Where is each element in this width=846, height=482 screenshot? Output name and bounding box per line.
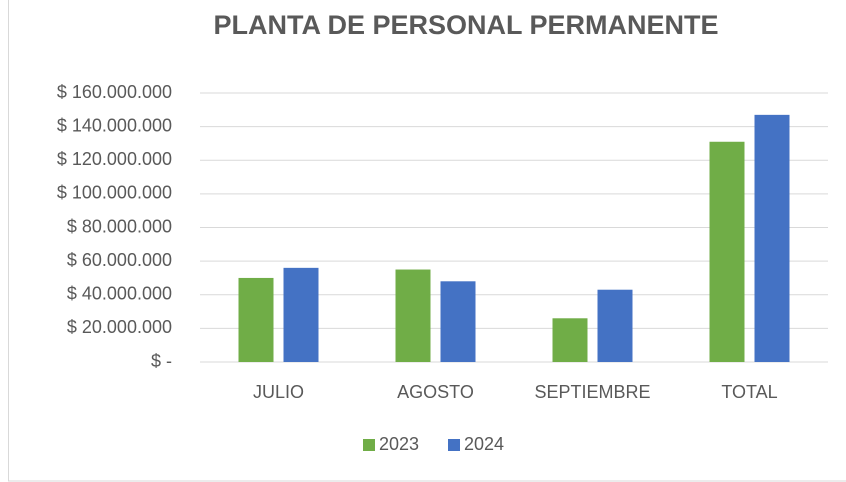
legend-label: 2024 bbox=[464, 434, 504, 454]
y-tick-label: $ 80.000.000 bbox=[67, 216, 172, 236]
bar bbox=[709, 141, 745, 362]
legend-label: 2023 bbox=[379, 434, 419, 454]
legend-swatch bbox=[363, 439, 375, 451]
y-tick-label: $ - bbox=[151, 351, 172, 371]
y-tick-label: $ 20.000.000 bbox=[67, 317, 172, 337]
y-tick-label: $ 100.000.000 bbox=[57, 183, 172, 203]
y-tick-label: $ 160.000.000 bbox=[57, 82, 172, 102]
legend-swatch bbox=[448, 439, 460, 451]
y-tick-label: $ 40.000.000 bbox=[67, 284, 172, 304]
y-tick-label: $ 60.000.000 bbox=[67, 250, 172, 270]
bar bbox=[283, 267, 319, 362]
bar bbox=[440, 281, 476, 362]
bar bbox=[754, 114, 790, 362]
bar bbox=[597, 289, 633, 362]
x-tick-label: JULIO bbox=[253, 382, 304, 402]
chart-border bbox=[8, 0, 846, 482]
bar bbox=[552, 318, 588, 362]
bar bbox=[238, 277, 274, 362]
x-tick-label: AGOSTO bbox=[397, 382, 474, 402]
bar bbox=[395, 269, 431, 362]
chart-title: PLANTA DE PERSONAL PERMANENTE bbox=[213, 10, 718, 40]
x-tick-label: TOTAL bbox=[721, 382, 777, 402]
x-tick-label: SEPTIEMBRE bbox=[534, 382, 650, 402]
y-tick-label: $ 120.000.000 bbox=[57, 149, 172, 169]
y-tick-label: $ 140.000.000 bbox=[57, 115, 172, 135]
